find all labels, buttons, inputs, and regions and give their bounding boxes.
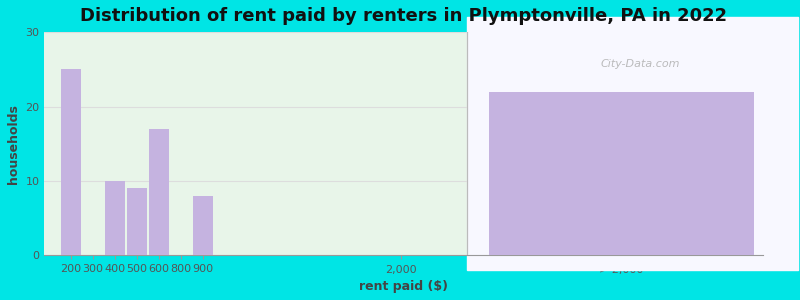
Bar [467, 17, 798, 270]
Bar [149, 129, 169, 256]
X-axis label: rent paid ($): rent paid ($) [359, 280, 448, 293]
Bar [127, 188, 147, 256]
Bar [61, 69, 81, 256]
Title: Distribution of rent paid by renters in Plymptonville, PA in 2022: Distribution of rent paid by renters in … [80, 7, 727, 25]
Bar [193, 196, 213, 256]
Y-axis label: households: households [7, 104, 20, 184]
Bar [105, 181, 125, 256]
Bar [490, 92, 754, 256]
Text: City-Data.com: City-Data.com [601, 59, 680, 69]
